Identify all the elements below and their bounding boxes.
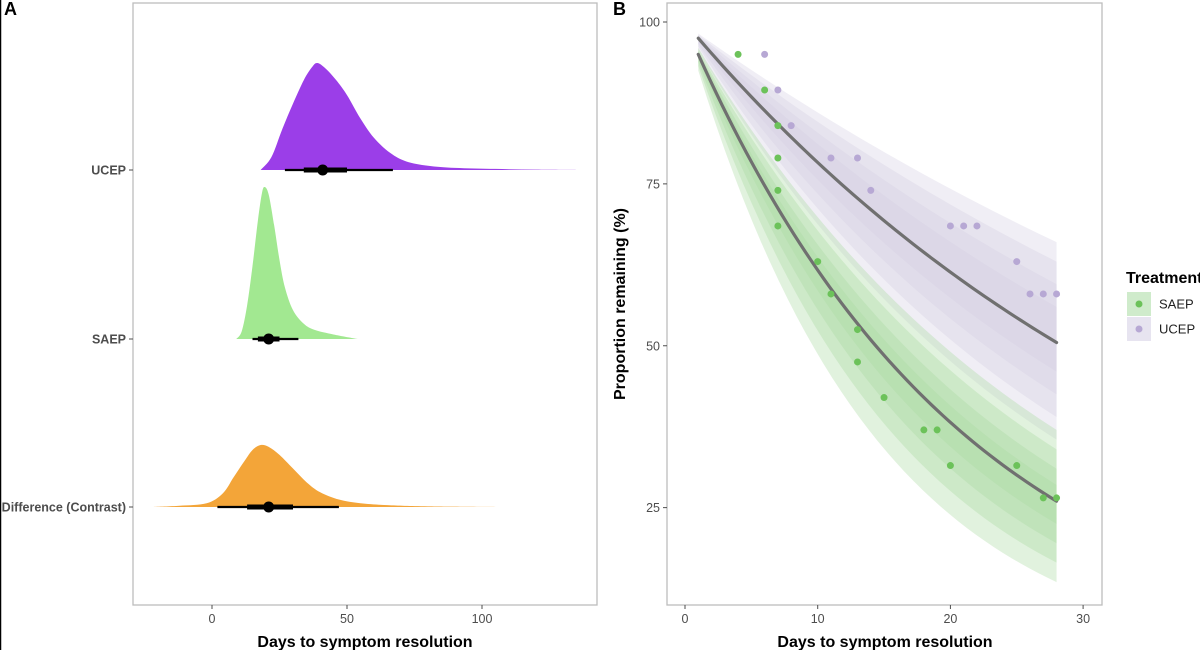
- point-ucep: [1053, 290, 1061, 298]
- point-saep: [774, 186, 782, 194]
- panel-b-y-ticks: 25 50 75 100: [639, 16, 667, 515]
- y-tick-label: 75: [646, 177, 660, 191]
- point-ucep: [973, 222, 981, 230]
- panel-a-intervals: [217, 164, 393, 513]
- panel-b-curves: [696, 36, 1059, 503]
- x-tick-label: 100: [472, 612, 493, 626]
- legend-items: SAEP UCEP: [1127, 292, 1195, 341]
- panel-a-y-tick-labels: UCEP SAEP Difference (Contrast): [2, 164, 133, 515]
- point-ucep: [867, 186, 875, 194]
- legend-title: Treatment: [1126, 270, 1200, 287]
- y-tick-label-saep: SAEP: [92, 333, 126, 347]
- point-saep: [734, 50, 742, 58]
- median-point-difference-contrast: [263, 501, 275, 513]
- point-saep: [774, 154, 782, 162]
- x-tick-label: 20: [943, 612, 957, 626]
- legend-dot-ucep: [1135, 325, 1143, 333]
- legend-label-saep: SAEP: [1159, 297, 1194, 312]
- panel-a-frame: [132, 2, 598, 606]
- point-saep: [1013, 462, 1021, 470]
- point-saep: [1053, 494, 1061, 502]
- x-tick-label: 0: [682, 612, 689, 626]
- x-tick-label: 30: [1076, 612, 1090, 626]
- panel-a-x-axis-label: Days to symptom resolution: [257, 634, 472, 650]
- density-saep: [236, 186, 358, 339]
- curve-saep: [696, 52, 1059, 503]
- y-tick-label-difference-contrast: Difference (Contrast): [2, 501, 126, 515]
- point-ucep: [1013, 258, 1021, 266]
- point-ucep: [854, 154, 862, 162]
- point-saep: [854, 326, 862, 334]
- ribbon-ucep-band-2: [698, 34, 1057, 417]
- curve-ucep: [696, 36, 1059, 345]
- panel-b-points: [734, 50, 1061, 502]
- point-ucep: [1039, 290, 1047, 298]
- point-saep: [933, 426, 941, 434]
- x-tick-label: 0: [209, 612, 216, 626]
- panel-a-chart: UCEP SAEP Difference (Contrast) 0 50 100 Day…: [2, 2, 598, 650]
- ribbon-ucep-band-4: [698, 36, 1057, 372]
- ribbon-saep-band-2: [698, 49, 1057, 563]
- panel-b-x-ticks: 0 10 20 30: [682, 605, 1090, 626]
- panel-b-chart: 25 50 75 100 0 10 20 30 Days to symptom resolu…: [612, 2, 1103, 650]
- panel-a-x-ticks: 0 50 100: [209, 605, 493, 626]
- ribbon-saep-band-1: [698, 47, 1057, 583]
- panel-b-x-axis-label: Days to symptom resolution: [777, 634, 992, 650]
- density-ucep: [260, 62, 577, 170]
- point-ucep: [787, 122, 795, 130]
- median-point-saep: [263, 333, 275, 345]
- point-saep: [774, 122, 782, 130]
- point-saep: [920, 426, 928, 434]
- median-point-ucep: [317, 164, 329, 176]
- y-tick-label: 25: [646, 501, 660, 515]
- panel-a-tag: A: [4, 0, 17, 19]
- legend: Treatment SAEP UCEP: [1126, 270, 1200, 341]
- y-tick-label: 50: [646, 339, 660, 353]
- point-saep: [880, 394, 888, 402]
- point-saep: [774, 222, 782, 230]
- y-tick-label-ucep: UCEP: [91, 164, 126, 178]
- y-tick-label: 100: [639, 16, 660, 30]
- panel-b-frame: [666, 2, 1103, 606]
- legend-label-ucep: UCEP: [1159, 322, 1195, 337]
- density-difference-contrast: [152, 444, 504, 507]
- point-saep: [761, 86, 769, 94]
- point-ucep: [946, 222, 954, 230]
- point-saep: [827, 290, 835, 298]
- point-saep: [854, 358, 862, 366]
- panel-a-densities: [152, 62, 577, 507]
- point-ucep: [960, 222, 968, 230]
- x-tick-label: 50: [340, 612, 354, 626]
- panel-b-tag: B: [613, 0, 626, 19]
- point-saep: [946, 462, 954, 470]
- point-ucep: [827, 154, 835, 162]
- point-saep: [814, 258, 822, 266]
- point-saep: [1039, 494, 1047, 502]
- point-ucep: [774, 86, 782, 94]
- point-ucep: [761, 50, 769, 58]
- legend-dot-saep: [1135, 300, 1143, 308]
- x-tick-label: 10: [811, 612, 825, 626]
- panel-b-y-axis-label: Proportion remaining (%): [612, 208, 629, 400]
- point-ucep: [1026, 290, 1034, 298]
- ribbon-saep-band-3: [698, 51, 1057, 544]
